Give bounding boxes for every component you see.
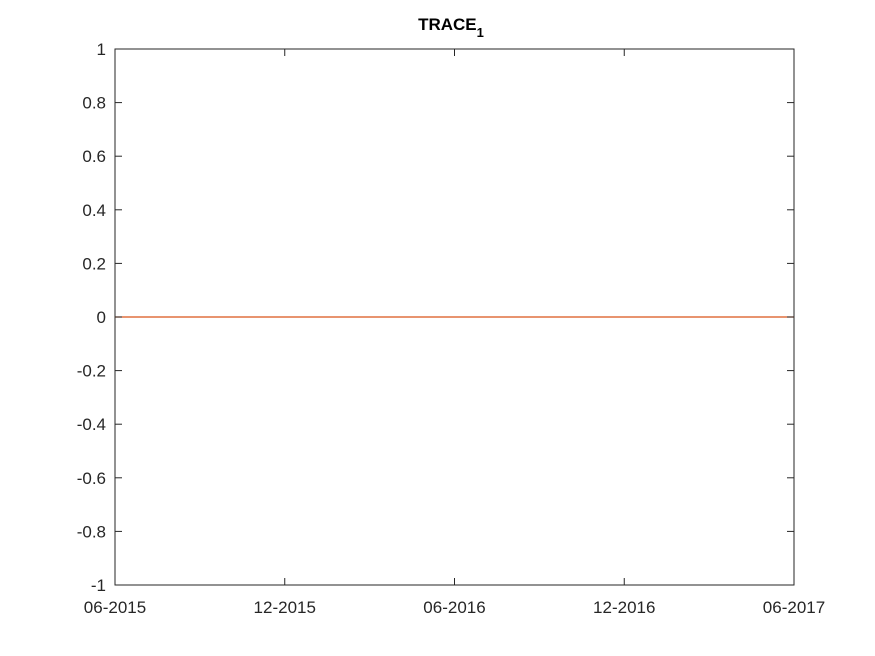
y-tick-label: -0.4 [77,415,106,434]
y-tick-label: 0.2 [82,254,106,273]
x-tick-label: 06-2017 [763,598,825,617]
x-tick-label: 06-2016 [423,598,485,617]
y-tick-label: -0.2 [77,362,106,381]
chart-title-main: TRACE [418,15,477,34]
x-tick-label: 12-2015 [254,598,316,617]
x-tick-label: 12-2016 [593,598,655,617]
y-tick-label: 0.8 [82,94,106,113]
y-tick-label: 1 [97,40,106,59]
y-tick-label: -0.8 [77,522,106,541]
plot-area: 06-2015 12-2015 06-2016 12-2016 06-2017 1 0.8… [77,40,825,617]
y-tick-label: 0 [97,308,106,327]
chart-title-subscript: 1 [477,25,484,40]
y-tick-label: -1 [91,576,106,595]
y-tick-label: 0.4 [82,201,106,220]
x-axis: 06-2015 12-2015 06-2016 12-2016 06-2017 [84,49,825,617]
y-axis: 1 0.8 0.6 0.4 0.2 0 -0.2 -0.4 -0.6 -0.8 -1 [77,40,794,595]
x-tick-label: 06-2015 [84,598,146,617]
chart-title: TRACE1 [418,15,484,40]
y-tick-label: -0.6 [77,469,106,488]
y-tick-label: 0.6 [82,147,106,166]
